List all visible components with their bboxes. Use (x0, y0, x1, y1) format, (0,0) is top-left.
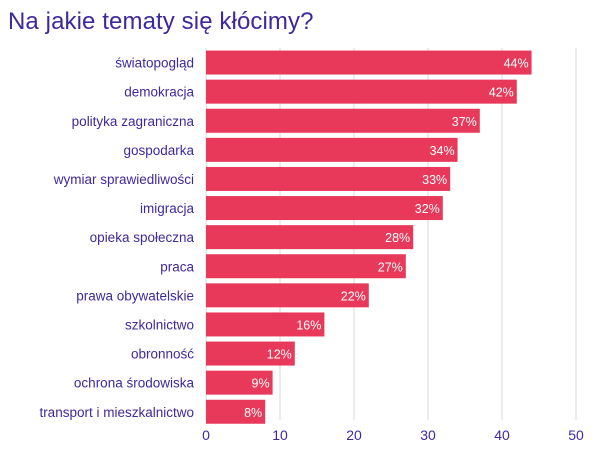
data-label: 9% (252, 377, 270, 391)
bar (206, 166, 451, 191)
x-tick-label: 30 (420, 427, 436, 443)
category-label: prawa obywatelskie (76, 288, 194, 303)
bar (206, 50, 532, 75)
data-label: 32% (415, 202, 440, 216)
bars (206, 50, 532, 424)
x-tick-label: 50 (568, 427, 584, 443)
data-label: 16% (296, 318, 321, 332)
category-label: obronność (131, 347, 194, 362)
bar (206, 370, 273, 395)
x-axis-ticks: 0 10 20 30 40 50 (202, 427, 584, 443)
data-label: 34% (430, 144, 455, 158)
data-label: 37% (452, 115, 477, 129)
category-label: szkolnictwo (125, 317, 194, 332)
bar (206, 137, 458, 162)
bar (206, 399, 266, 424)
category-label: praca (160, 259, 194, 274)
data-label: 42% (489, 86, 514, 100)
data-label: 27% (378, 260, 403, 274)
category-label: polityka zagraniczna (72, 114, 195, 129)
bar (206, 283, 369, 308)
data-label: 8% (244, 406, 262, 420)
bar (206, 254, 406, 279)
data-label: 22% (341, 289, 366, 303)
bar (206, 312, 325, 337)
category-label: światopogląd (115, 56, 194, 71)
category-labels: światopogląd demokracja polityka zagranicz… (39, 56, 194, 420)
category-label: demokracja (124, 85, 194, 100)
data-labels: 44% 42% 37% 34% 33% 32% 28% 27% 22% 16% 12% 9% 8% (244, 57, 528, 420)
x-tick-label: 20 (346, 427, 362, 443)
bar (206, 108, 480, 133)
chart-title: Na jakie tematy się kłócimy? (8, 8, 314, 35)
data-label: 12% (267, 348, 292, 362)
category-label: imigracja (140, 201, 195, 216)
category-label: wymiar sprawiedliwości (53, 172, 194, 187)
x-tick-label: 10 (272, 427, 288, 443)
data-label: 44% (504, 57, 529, 71)
bar (206, 341, 295, 366)
category-label: transport i mieszkalnictwo (39, 405, 194, 420)
x-tick-label: 40 (494, 427, 510, 443)
category-label: gospodarka (123, 143, 194, 158)
bar (206, 79, 517, 104)
data-label: 33% (422, 173, 447, 187)
category-label: opieka społeczna (90, 230, 195, 245)
bar (206, 225, 414, 250)
category-label: ochrona środowiska (74, 376, 195, 391)
data-label: 28% (385, 231, 410, 245)
bar (206, 196, 443, 221)
x-tick-label: 0 (202, 427, 210, 443)
